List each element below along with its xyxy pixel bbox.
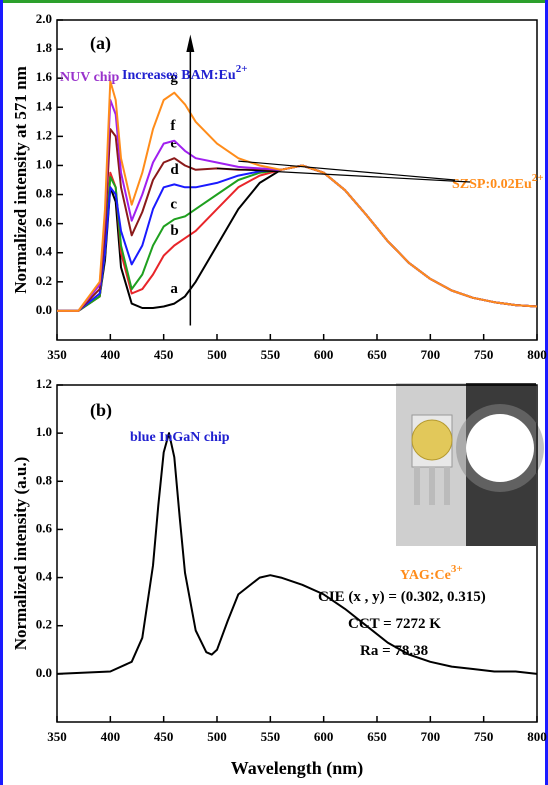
x-tick-label: 550 [261, 729, 281, 744]
panel-label: (b) [90, 400, 112, 421]
x-tick-label: 550 [261, 347, 281, 362]
x-tick-label: 700 [421, 729, 441, 744]
right-border [545, 0, 548, 785]
pointer-arrow [216, 167, 471, 183]
annotation: Increases BAM:Eu2+ [122, 63, 247, 84]
x-tick-label: 650 [367, 729, 387, 744]
annotation: NUV chip [60, 70, 119, 85]
annotation-superscript: 2+ [236, 63, 248, 75]
annotation-text: CCT = 7272 K [348, 616, 441, 632]
spectrum-line [56, 432, 538, 675]
x-tick-label: 750 [474, 347, 494, 362]
pointer-arrow [238, 160, 456, 181]
curve-label: d [170, 162, 179, 178]
x-tick-label: 800 [527, 347, 547, 362]
x-tick-label: 350 [47, 347, 67, 362]
x-tick-label: 400 [101, 729, 121, 744]
annotation: YAG:Ce3+ [400, 563, 463, 584]
curve-label: g [170, 70, 178, 86]
y-tick-label: 1.8 [36, 40, 53, 55]
top-border [0, 0, 548, 3]
annotation-superscript: 3+ [451, 563, 463, 575]
x-tick-label: 450 [154, 347, 174, 362]
y-tick-label: 1.4 [36, 98, 53, 113]
y-tick-label: 0.8 [36, 186, 53, 201]
annotation-text: Ra = 78.38 [360, 643, 428, 659]
x-tick-label: 500 [207, 729, 227, 744]
y-tick-label: 0.6 [36, 520, 53, 535]
x-tick-label: 500 [207, 347, 227, 362]
x-tick-label: 600 [314, 729, 334, 744]
x-tick-label: 600 [314, 347, 334, 362]
annotation-text: blue InGaN chip [130, 430, 230, 445]
glow-core [466, 414, 534, 482]
annotation-superscript: 2+ [532, 172, 544, 184]
y-tick-label: 1.2 [36, 127, 52, 142]
annotation: CCT = 7272 K [348, 616, 441, 632]
annotation: Ra = 78.38 [360, 643, 428, 659]
x-tick-label: 400 [101, 347, 121, 362]
y-tick-label: 0.0 [36, 302, 52, 317]
y-tick-label: 1.2 [36, 376, 52, 391]
y-tick-label: 0.6 [36, 215, 53, 230]
y-tick-label: 1.0 [36, 424, 52, 439]
y-tick-label: 0.2 [36, 617, 52, 632]
y-tick-label: 0.2 [36, 273, 52, 288]
x-tick-label: 650 [367, 347, 387, 362]
trend-arrowhead [186, 34, 195, 52]
annotation: blue InGaN chip [130, 430, 230, 445]
led-pin [414, 467, 420, 505]
y-tick-label: 2.0 [36, 11, 52, 26]
x-axis-title: Wavelength (nm) [231, 758, 364, 779]
annotation-text: Increases BAM:Eu [122, 68, 236, 83]
led-pin [444, 467, 450, 505]
y-tick-label: 0.4 [36, 244, 53, 259]
led-pin [429, 467, 435, 505]
x-tick-label: 700 [421, 347, 441, 362]
led-dome [411, 419, 453, 461]
annotation-text: SZSP:0.02Eu [452, 177, 532, 192]
y-axis-title: Normalized intensity at 571 nm [11, 66, 30, 294]
annotation-text: NUV chip [60, 70, 119, 85]
annotation: CIE (x , y) = (0.302, 0.315) [318, 589, 486, 605]
annotation-text: CIE (x , y) = (0.302, 0.315) [318, 589, 486, 605]
y-tick-label: 1.0 [36, 156, 52, 171]
inset-photo [396, 383, 544, 546]
spectrum-line [57, 80, 538, 312]
left-border [0, 0, 3, 785]
y-tick-label: 1.6 [36, 69, 53, 84]
y-axis-title: Normalized intensity (a.u.) [11, 457, 30, 651]
curve-label: a [170, 281, 178, 297]
curve-label: f [170, 118, 176, 134]
plot-frame [56, 384, 538, 723]
y-tick-label: 0.8 [36, 472, 53, 487]
curve-label: b [170, 223, 178, 239]
curve-label: c [170, 197, 177, 213]
y-tick-label: 0.0 [36, 665, 52, 680]
curve-label: e [170, 136, 177, 152]
x-tick-label: 750 [474, 729, 494, 744]
x-tick-label: 450 [154, 729, 174, 744]
plot-frame [56, 19, 538, 341]
x-tick-label: 350 [47, 729, 67, 744]
y-tick-label: 0.4 [36, 569, 53, 584]
annotation: SZSP:0.02Eu2+ [452, 172, 544, 193]
annotation-text: YAG:Ce [400, 568, 451, 583]
panel-label: (a) [90, 33, 111, 54]
x-tick-label: 800 [527, 729, 547, 744]
